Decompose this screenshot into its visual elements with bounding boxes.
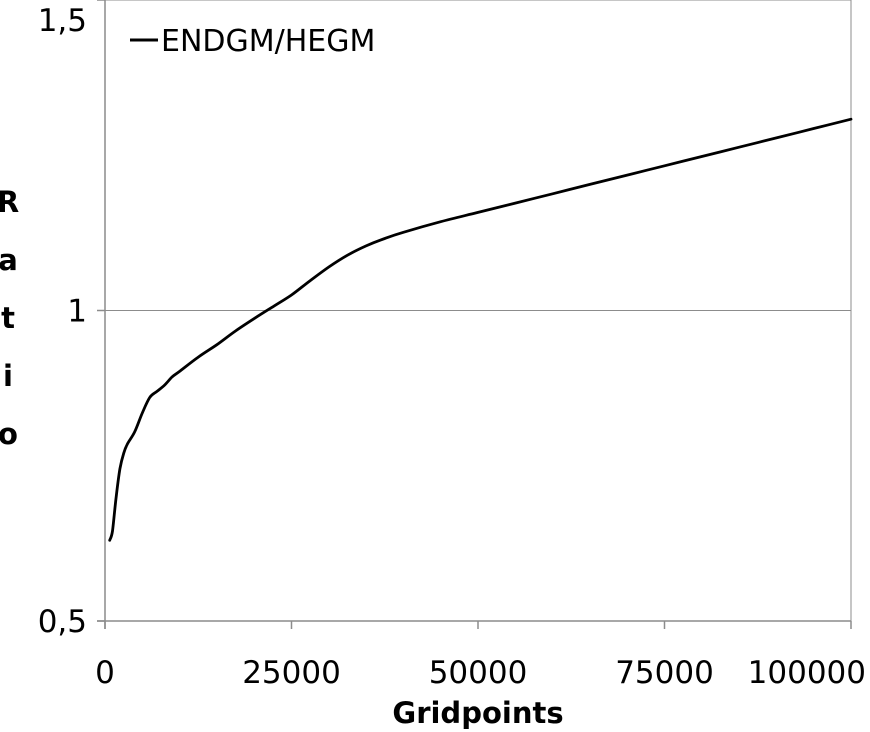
y-axis-label-letter-3: i <box>3 359 13 393</box>
y-axis-label-letter-4: o <box>0 417 18 451</box>
y-axis-ticks: 0,5 1 1,5 <box>38 0 105 640</box>
x-axis-label: Gridpoints <box>392 696 563 730</box>
y-axis-label-letter-1: a <box>0 243 18 277</box>
series-line-0 <box>108 117 853 542</box>
axes <box>97 0 852 629</box>
x-tick-label-4: 100000 <box>748 655 866 691</box>
y-tick-label-0: 0,5 <box>38 604 87 640</box>
x-tick-label-0: 0 <box>95 655 115 691</box>
legend-entry-label: ENDGM/HEGM <box>161 24 375 59</box>
x-tick-label-1: 25000 <box>242 655 341 691</box>
y-axis-label-letter-0: R <box>0 185 19 219</box>
x-tick-label-2: 50000 <box>429 655 528 691</box>
x-tick-label-3: 75000 <box>615 655 714 691</box>
y-axis-label-letter-2: t <box>1 301 15 335</box>
gridlines <box>105 0 851 311</box>
y-tick-label-2: 1,5 <box>38 3 87 39</box>
y-tick-label-1: 1 <box>67 294 87 330</box>
legend: ENDGM/HEGM <box>130 24 375 59</box>
series-layer <box>108 117 853 542</box>
x-axis-ticks: 0 25000 50000 75000 100000 <box>95 621 866 691</box>
